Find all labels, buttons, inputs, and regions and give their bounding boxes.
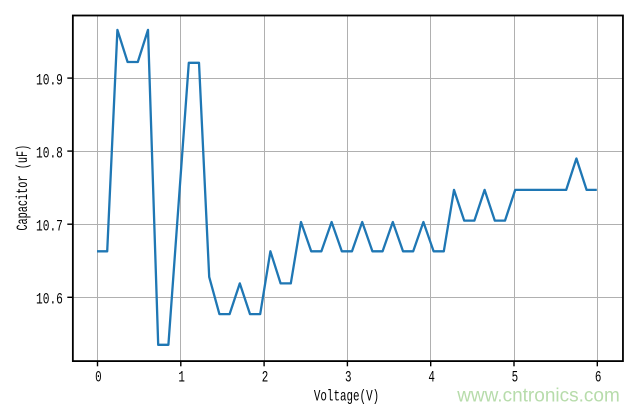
svg-text:6: 6 (595, 370, 602, 388)
svg-text:10.8: 10.8 (36, 146, 63, 163)
svg-text:10.6: 10.6 (36, 292, 63, 309)
svg-text:5: 5 (512, 370, 519, 388)
svg-text:0: 0 (95, 370, 102, 388)
svg-text:2: 2 (262, 370, 269, 388)
svg-text:4: 4 (428, 370, 435, 388)
svg-text:3: 3 (345, 370, 352, 388)
svg-text:Capacitor (uF): Capacitor (uF) (15, 145, 33, 231)
svg-text:10.9: 10.9 (36, 73, 63, 90)
svg-text:1: 1 (178, 370, 185, 388)
svg-text:10.7: 10.7 (36, 219, 63, 236)
svg-text:Voltage(V): Voltage(V) (314, 389, 379, 407)
svg-text:www.cntronics.com: www.cntronics.com (456, 386, 620, 407)
